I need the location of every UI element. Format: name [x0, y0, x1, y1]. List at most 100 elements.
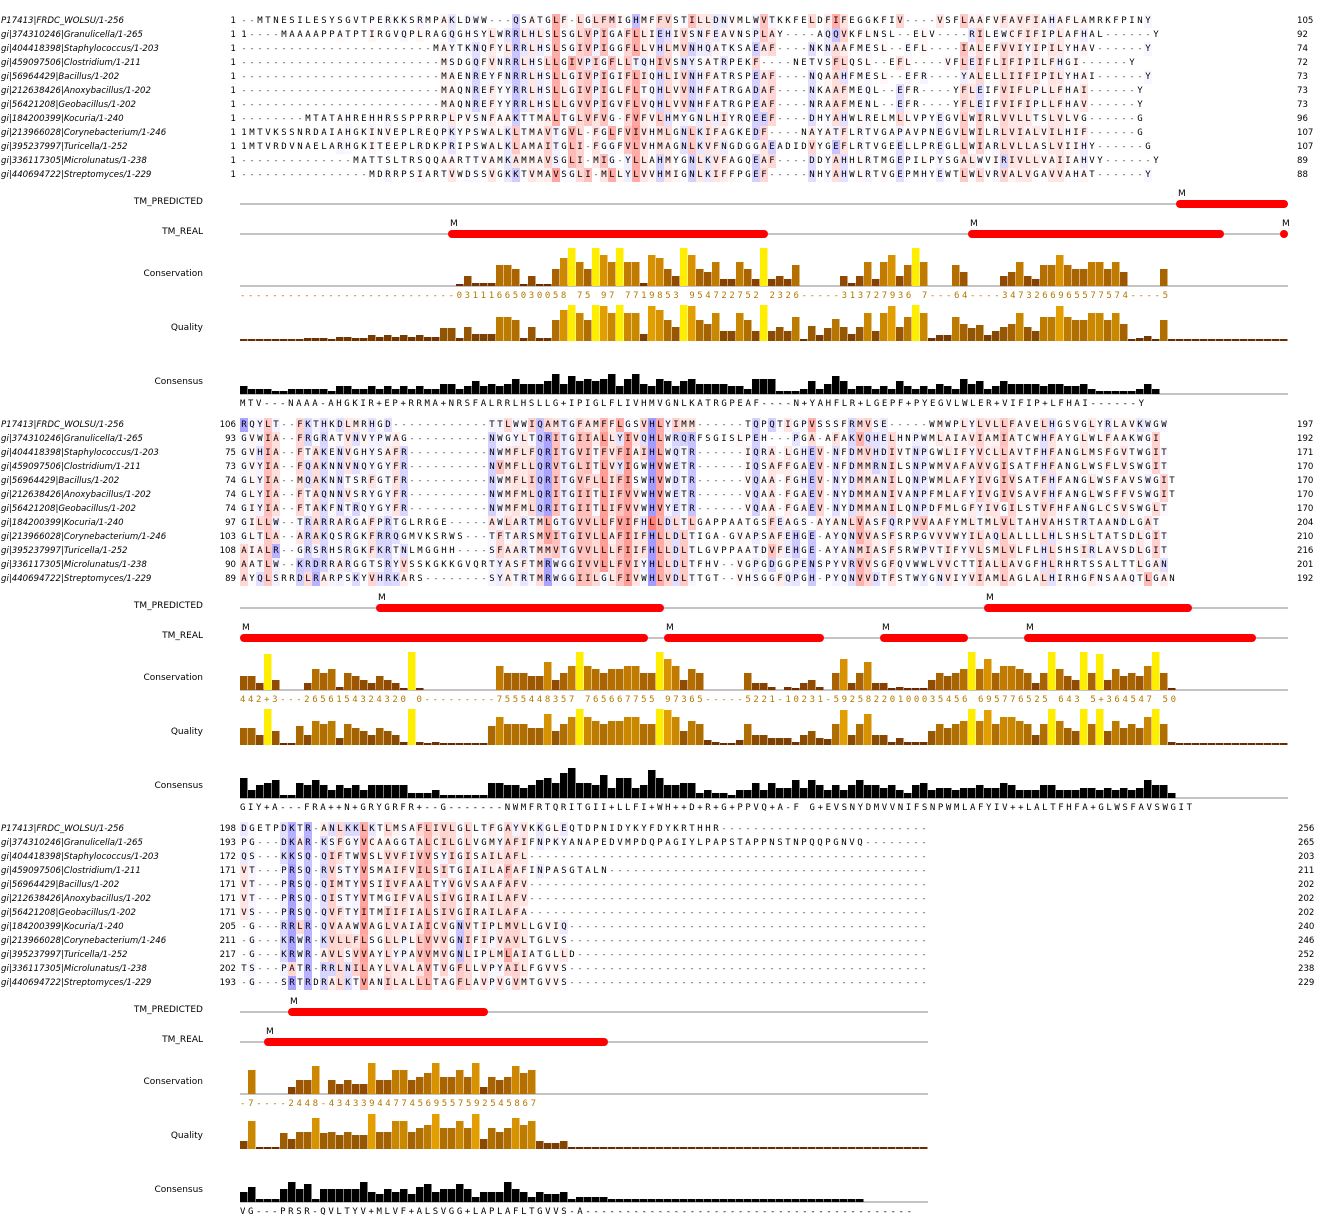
residue: H: [840, 70, 848, 84]
transmembrane-helix[interactable]: [1024, 634, 1256, 642]
conservation-bar: [848, 683, 856, 690]
residue: I: [616, 14, 624, 28]
residue: -: [945, 86, 951, 96]
consensus-bar: [904, 793, 912, 798]
residue: Q: [704, 42, 712, 56]
residue: N: [688, 84, 696, 98]
quality-bar: [248, 1121, 256, 1149]
consensus-bar: [640, 384, 648, 394]
residue: T: [265, 16, 271, 26]
residue: M: [736, 14, 744, 28]
transmembrane-helix[interactable]: [376, 604, 664, 612]
sequence-name[interactable]: gi|56421208|Geobacillus/1-202: [1, 100, 136, 110]
residue: Q: [640, 56, 648, 70]
residue: P: [1032, 98, 1040, 112]
conservation-bar: [328, 669, 336, 690]
residue: A: [1080, 14, 1088, 28]
consensus-bar: [544, 381, 552, 394]
consensus-bar: [776, 391, 784, 394]
residue: E: [281, 16, 287, 26]
consensus-bar: [384, 386, 392, 394]
residue: A: [976, 14, 984, 28]
quality-bar: [808, 731, 816, 745]
consensus-bar: [264, 389, 272, 394]
residue: N: [808, 84, 816, 98]
transmembrane-helix[interactable]: [984, 604, 1192, 612]
residue: P: [321, 30, 327, 40]
sequence-name[interactable]: gi|56964429|Bacillus/1-202: [1, 72, 120, 82]
conservation-bar: [400, 688, 408, 690]
transmembrane-helix[interactable]: [240, 634, 648, 642]
quality-bar: [328, 339, 336, 341]
transmembrane-helix[interactable]: [664, 634, 824, 642]
residue: -: [273, 86, 279, 96]
consensus-bar: [592, 785, 600, 798]
consensus-bar: [1112, 790, 1120, 798]
conservation-bar: [1152, 652, 1160, 690]
conservation-bar: [976, 669, 984, 690]
quality-bar: [264, 339, 272, 341]
residue: E: [896, 98, 904, 112]
residue: -: [425, 100, 431, 110]
transmembrane-helix[interactable]: [288, 1008, 488, 1016]
residue: Q: [480, 42, 488, 56]
consensus-bar: [656, 379, 664, 394]
residue: H: [536, 84, 544, 98]
residue: -: [273, 58, 279, 68]
residue: V: [664, 56, 672, 70]
consensus-bar: [544, 778, 552, 798]
residue: -: [321, 86, 327, 96]
consensus-bar: [384, 1189, 392, 1202]
conservation-bar: [496, 265, 504, 286]
quality-bar: [456, 1121, 464, 1149]
residue: A: [313, 30, 319, 40]
conservation-bar: [416, 688, 424, 690]
quality-bar: [736, 313, 744, 341]
sequence-name[interactable]: gi|404418398|Staphylococcus/1-203: [1, 44, 159, 54]
transmembrane-helix[interactable]: [1280, 230, 1288, 238]
transmembrane-helix[interactable]: [1176, 200, 1288, 208]
conservation-bar: [896, 687, 904, 690]
consensus-bar: [672, 386, 680, 394]
quality-bar: [904, 1147, 912, 1149]
residue: -: [257, 86, 263, 96]
residue: -: [1129, 30, 1135, 40]
consensus-bar: [600, 1197, 608, 1202]
residue: L: [920, 28, 928, 42]
residue: L: [536, 28, 544, 42]
conservation-bar: [600, 255, 608, 286]
consensus-bar: [552, 374, 560, 394]
residue: -: [1105, 30, 1111, 40]
residue: F: [704, 70, 712, 84]
residue: G: [384, 28, 392, 42]
quality-bar: [1024, 327, 1032, 341]
sequence-name[interactable]: gi|374310246|Granulicella/1-265: [1, 30, 143, 40]
sequence-name[interactable]: gi|212638426|Anoxybacillus/1-202: [1, 86, 151, 96]
transmembrane-helix[interactable]: [448, 230, 768, 238]
transmembrane-helix[interactable]: [880, 634, 968, 642]
transmembrane-helix[interactable]: [968, 230, 1224, 238]
sequence-name[interactable]: P17413|FRDC_WOLSU/1-256: [1, 16, 124, 26]
transmembrane-helix[interactable]: [264, 1038, 608, 1046]
sequence-name[interactable]: gi|459097506|Clostridium/1-211: [1, 58, 141, 68]
sequence-start-number: 1: [230, 44, 236, 54]
consensus-bar: [832, 376, 840, 394]
residue: V: [1000, 84, 1008, 98]
consensus-bar: [848, 785, 856, 798]
consensus-bar: [560, 1192, 568, 1202]
quality-bar: [664, 320, 672, 341]
quality-bar: [688, 721, 696, 745]
quality-bar: [1184, 743, 1192, 745]
residue: I: [672, 70, 680, 84]
quality-bar: [760, 1147, 768, 1149]
residue: L: [976, 70, 984, 84]
residue: E: [736, 56, 744, 70]
consensus-bar: [848, 389, 856, 394]
